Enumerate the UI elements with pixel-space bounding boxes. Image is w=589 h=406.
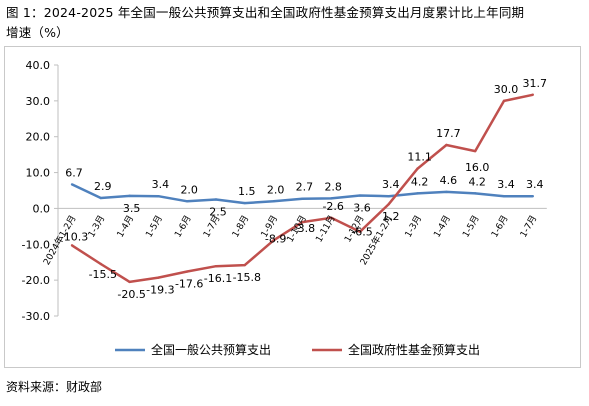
data-point: [531, 195, 534, 198]
x-tick-label: 1-5月: [460, 213, 481, 239]
data-point: [272, 239, 275, 242]
data-label-red: -10.3: [60, 230, 88, 243]
data-label-red: -20.5: [117, 288, 145, 301]
data-point: [474, 149, 477, 153]
data-label-blue: 2.0: [180, 183, 198, 196]
x-tick-label: 1-3月: [86, 213, 107, 239]
x-tick-label: 1-11月: [314, 213, 338, 244]
data-point: [243, 201, 246, 205]
chart-title-line1: 图 1：2024-2025 年全国一般公共预算支出和全国政府性基金预算支出月度累…: [6, 5, 525, 20]
data-label-red: 30.0: [494, 83, 519, 96]
x-tick-label: 1-5月: [144, 213, 165, 239]
y-tick-label: 20.0: [26, 131, 51, 144]
data-label-blue: 2.9: [94, 180, 112, 193]
y-tick-label: 10.0: [26, 167, 51, 180]
data-point: [186, 270, 189, 273]
data-point: [99, 262, 103, 266]
legend-label-1: 全国一般公共预算支出: [151, 342, 271, 357]
data-point: [330, 197, 333, 200]
data-point: [330, 216, 333, 219]
x-tick-label: 1-3月: [403, 213, 424, 239]
x-tick-label: 1-4月: [115, 213, 136, 239]
data-point: [301, 197, 304, 200]
data-point: [502, 99, 506, 103]
x-tick-label: 1-7月: [518, 213, 539, 239]
data-point: [214, 198, 218, 201]
data-label-red: 31.7: [523, 77, 548, 90]
data-label-blue: 4.2: [468, 175, 486, 188]
data-label-red: -19.3: [146, 284, 174, 297]
data-point: [157, 195, 160, 198]
data-label-blue: 2.7: [296, 181, 314, 194]
data-label-blue: 3.4: [526, 178, 544, 191]
x-tick-label: 1-6月: [172, 213, 193, 239]
data-label-red: 11.1: [407, 151, 432, 164]
data-label-blue: 4.2: [411, 175, 429, 188]
data-point: [70, 244, 74, 247]
data-label-blue: 2.0: [267, 183, 285, 196]
data-label-blue: 1.5: [238, 185, 256, 198]
data-label-red: 17.7: [436, 127, 461, 140]
data-label-blue: 2.8: [324, 180, 342, 193]
chart-frame: [4, 46, 581, 368]
data-label-red: -8.9: [265, 232, 286, 245]
data-label-red: -16.1: [204, 272, 232, 285]
data-label-blue: 2.5: [209, 205, 227, 218]
data-point: [128, 280, 131, 284]
data-label-blue: 3.4: [152, 178, 170, 191]
data-point: [358, 230, 362, 233]
x-tick-label: 1-8月: [230, 213, 251, 239]
data-label-red: 16.0: [465, 161, 490, 174]
data-point: [387, 195, 390, 198]
data-point: [128, 194, 131, 198]
data-label-red: -15.5: [89, 268, 117, 281]
y-tick-label: -10.0: [22, 238, 50, 251]
data-label-red: -17.6: [175, 278, 203, 291]
data-label-red: -2.6: [322, 200, 343, 213]
data-label-red: -6.5: [351, 226, 372, 239]
data-point: [445, 190, 448, 194]
data-point: [358, 194, 362, 197]
data-label-blue: 6.7: [65, 166, 83, 179]
data-point: [301, 220, 304, 224]
data-label-blue: 3.5: [123, 202, 141, 215]
data-label-blue: 3.4: [497, 178, 515, 191]
data-point: [70, 183, 74, 186]
data-point: [416, 192, 419, 195]
source-note: 资料来源：财政部: [6, 380, 103, 394]
legend-label-2: 全国政府性基金预算支出: [348, 342, 480, 357]
data-point: [387, 202, 390, 206]
data-point: [531, 93, 534, 96]
x-tick-label: 1-6月: [489, 213, 510, 239]
data-label-blue: 4.6: [440, 174, 458, 187]
data-point: [99, 196, 103, 200]
y-tick-label: 0.0: [33, 202, 51, 215]
data-label-red: -3.8: [294, 222, 315, 235]
y-tick-label: -30.0: [22, 310, 50, 323]
data-point: [474, 192, 477, 195]
data-point: [157, 276, 160, 279]
x-tick-label: 1-4月: [432, 213, 453, 239]
data-point: [214, 264, 218, 268]
data-label-blue: 3.4: [382, 178, 400, 191]
y-tick-label: 30.0: [26, 95, 51, 108]
y-tick-label: 40.0: [26, 59, 51, 72]
data-point: [502, 195, 506, 198]
data-point: [445, 143, 448, 147]
data-point: [416, 167, 419, 170]
data-label-blue: 3.6: [353, 202, 371, 215]
data-point: [243, 263, 246, 267]
data-point: [272, 200, 275, 203]
chart-title-line2: 增速（%）: [6, 25, 69, 40]
y-tick-label: -20.0: [22, 274, 50, 287]
data-label-red: 1.2: [382, 210, 400, 223]
data-label-red: -15.8: [233, 271, 261, 284]
data-point: [186, 200, 189, 203]
chart-title: 图 1：2024-2025 年全国一般公共预算支出和全国政府性基金预算支出月度累…: [6, 3, 586, 43]
